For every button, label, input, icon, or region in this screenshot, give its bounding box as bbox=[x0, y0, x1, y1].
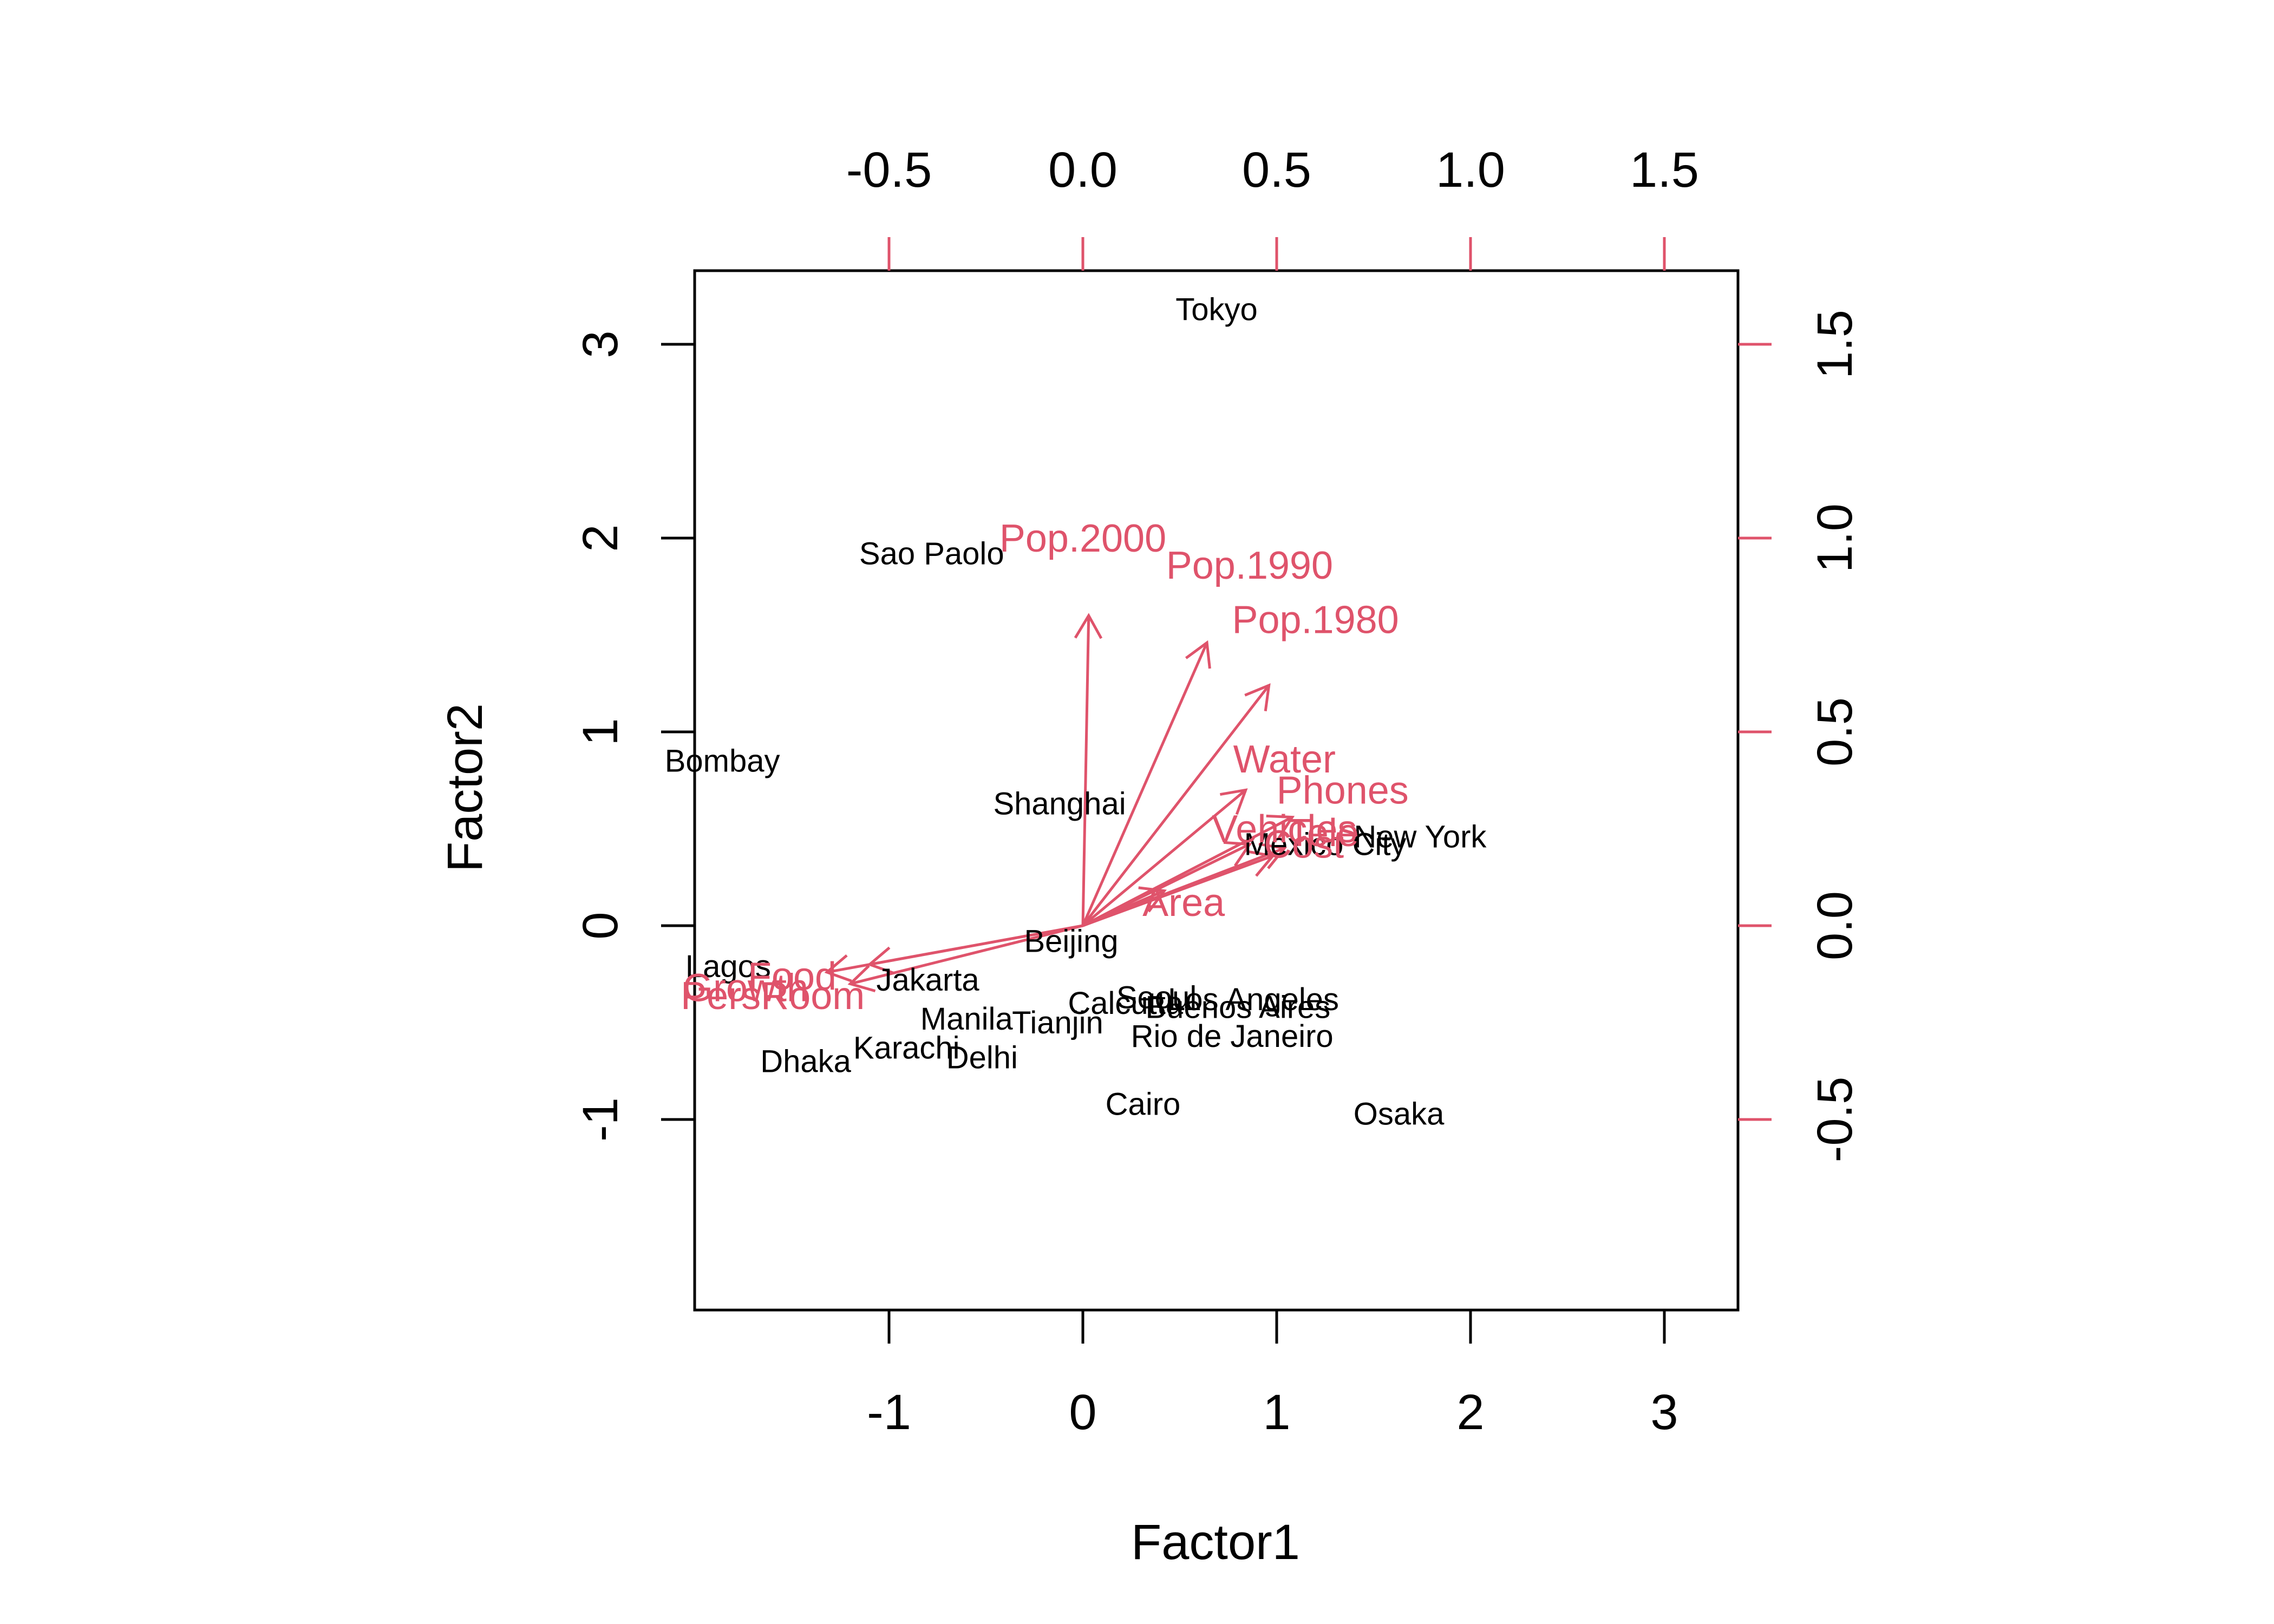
x-axis-tick-label: 0 bbox=[1069, 1385, 1096, 1440]
loading-arrow bbox=[1082, 684, 1270, 927]
loading-arrow bbox=[850, 924, 1083, 985]
observation-label: Seoul bbox=[1116, 980, 1197, 1015]
y-axis-tick-label: 2 bbox=[573, 524, 628, 552]
loading-label: Pop.2000 bbox=[999, 517, 1166, 560]
loading-arrow bbox=[1081, 642, 1208, 927]
x-axis-tick-label: -1 bbox=[867, 1385, 911, 1440]
observation-label: Karachi bbox=[853, 1031, 960, 1066]
loading-label: Tele bbox=[1288, 811, 1359, 855]
loading-arrowhead bbox=[1219, 788, 1248, 815]
loading-arrowhead bbox=[824, 954, 852, 983]
loading-arrow bbox=[826, 924, 1083, 974]
y-axis-tick-label: 3 bbox=[573, 330, 628, 358]
loading-label: Food bbox=[748, 955, 837, 998]
loading-arrowhead bbox=[1258, 842, 1287, 869]
top-axis-tick-label: 1.0 bbox=[1436, 142, 1505, 198]
loading-arrowhead bbox=[1247, 850, 1276, 877]
loading-arrowhead bbox=[1138, 886, 1167, 913]
observation-label: Sao Paolo bbox=[859, 536, 1004, 572]
observation-label: Beijing bbox=[1024, 924, 1118, 959]
loading-arrow bbox=[1082, 843, 1250, 927]
right-axis-tick-label: 0.5 bbox=[1807, 697, 1863, 767]
observation-label: Tianjin bbox=[1012, 1005, 1103, 1040]
loading-arrow bbox=[1082, 854, 1273, 927]
observation-label: Jakarta bbox=[876, 962, 979, 998]
top-axis-tick-label: 0.5 bbox=[1242, 142, 1311, 198]
loading-arrow bbox=[1081, 615, 1090, 926]
loading-arrowhead bbox=[1074, 613, 1103, 639]
loading-arrowhead bbox=[1185, 640, 1211, 669]
loading-label: Water bbox=[1233, 738, 1336, 781]
x-axis-tick-label: 1 bbox=[1263, 1385, 1290, 1440]
chart-marks: -1 0 1 2 3 Factor1 -1 0 1 2 3 Factor2 -0.5 0.0 0.5 1.0 1… bbox=[437, 142, 1863, 1570]
observation-label: Bombay bbox=[665, 744, 780, 779]
observation-label: Rio de Janeiro bbox=[1131, 1019, 1334, 1054]
loading-arrowhead bbox=[847, 965, 876, 993]
observation-label: Osaka bbox=[1354, 1096, 1445, 1131]
right-axis-tick-label: 0.0 bbox=[1807, 891, 1863, 960]
x-axis-tick-label: 3 bbox=[1650, 1385, 1678, 1440]
right-axis-tick-label: 1.0 bbox=[1807, 503, 1863, 573]
y-axis-tick-label: 0 bbox=[573, 912, 628, 939]
observation-label: Shanghai bbox=[993, 786, 1126, 821]
y-axis-title: Factor2 bbox=[437, 703, 493, 872]
observation-label: Calcutta bbox=[1068, 986, 1184, 1021]
loading-label: Area bbox=[1142, 881, 1225, 925]
plot-frame bbox=[693, 269, 1740, 1312]
observation-label: Manila bbox=[920, 1001, 1014, 1037]
loading-label: Pop.1990 bbox=[1166, 544, 1333, 587]
loading-arrowhead bbox=[1266, 814, 1295, 840]
top-axis-tick-label: 1.5 bbox=[1630, 142, 1699, 198]
y-axis-tick-label: 1 bbox=[573, 718, 628, 745]
observation-label: Mexico City bbox=[1244, 827, 1407, 862]
loading-label: PersRoom bbox=[681, 974, 865, 1018]
observation-label: Los Angeles bbox=[1168, 982, 1339, 1017]
observation-label: Cairo bbox=[1106, 1086, 1181, 1122]
right-axis-tick-label: 1.5 bbox=[1807, 310, 1863, 379]
loading-arrowhead bbox=[1244, 683, 1271, 711]
loading-label: Cost bbox=[1264, 823, 1344, 867]
top-axis-tick-label: 0.0 bbox=[1048, 142, 1118, 198]
observation-label: Buenos Aires bbox=[1146, 990, 1331, 1025]
loading-arrow bbox=[1082, 789, 1247, 927]
loading-label: Vehicles bbox=[1212, 808, 1357, 851]
x-axis-title: Factor1 bbox=[1131, 1515, 1300, 1570]
loading-label: Growth bbox=[683, 967, 808, 1010]
top-axis-tick-label: -0.5 bbox=[846, 142, 932, 198]
observation-label: Tokyo bbox=[1175, 292, 1258, 328]
loading-label: Pop.1980 bbox=[1232, 598, 1399, 641]
x-axis-tick-label: 2 bbox=[1456, 1385, 1484, 1440]
loading-label: Phones bbox=[1277, 769, 1409, 812]
observation-label: Dhaka bbox=[760, 1044, 851, 1079]
y-axis-tick-label: -1 bbox=[573, 1097, 628, 1142]
loading-arrowhead bbox=[1223, 841, 1252, 867]
observation-label: New York bbox=[1354, 819, 1487, 854]
right-axis-tick-label: -0.5 bbox=[1807, 1077, 1863, 1163]
observation-label: Lagos bbox=[685, 949, 771, 984]
observation-label: Delhi bbox=[946, 1040, 1018, 1075]
loading-arrow bbox=[1082, 889, 1165, 927]
